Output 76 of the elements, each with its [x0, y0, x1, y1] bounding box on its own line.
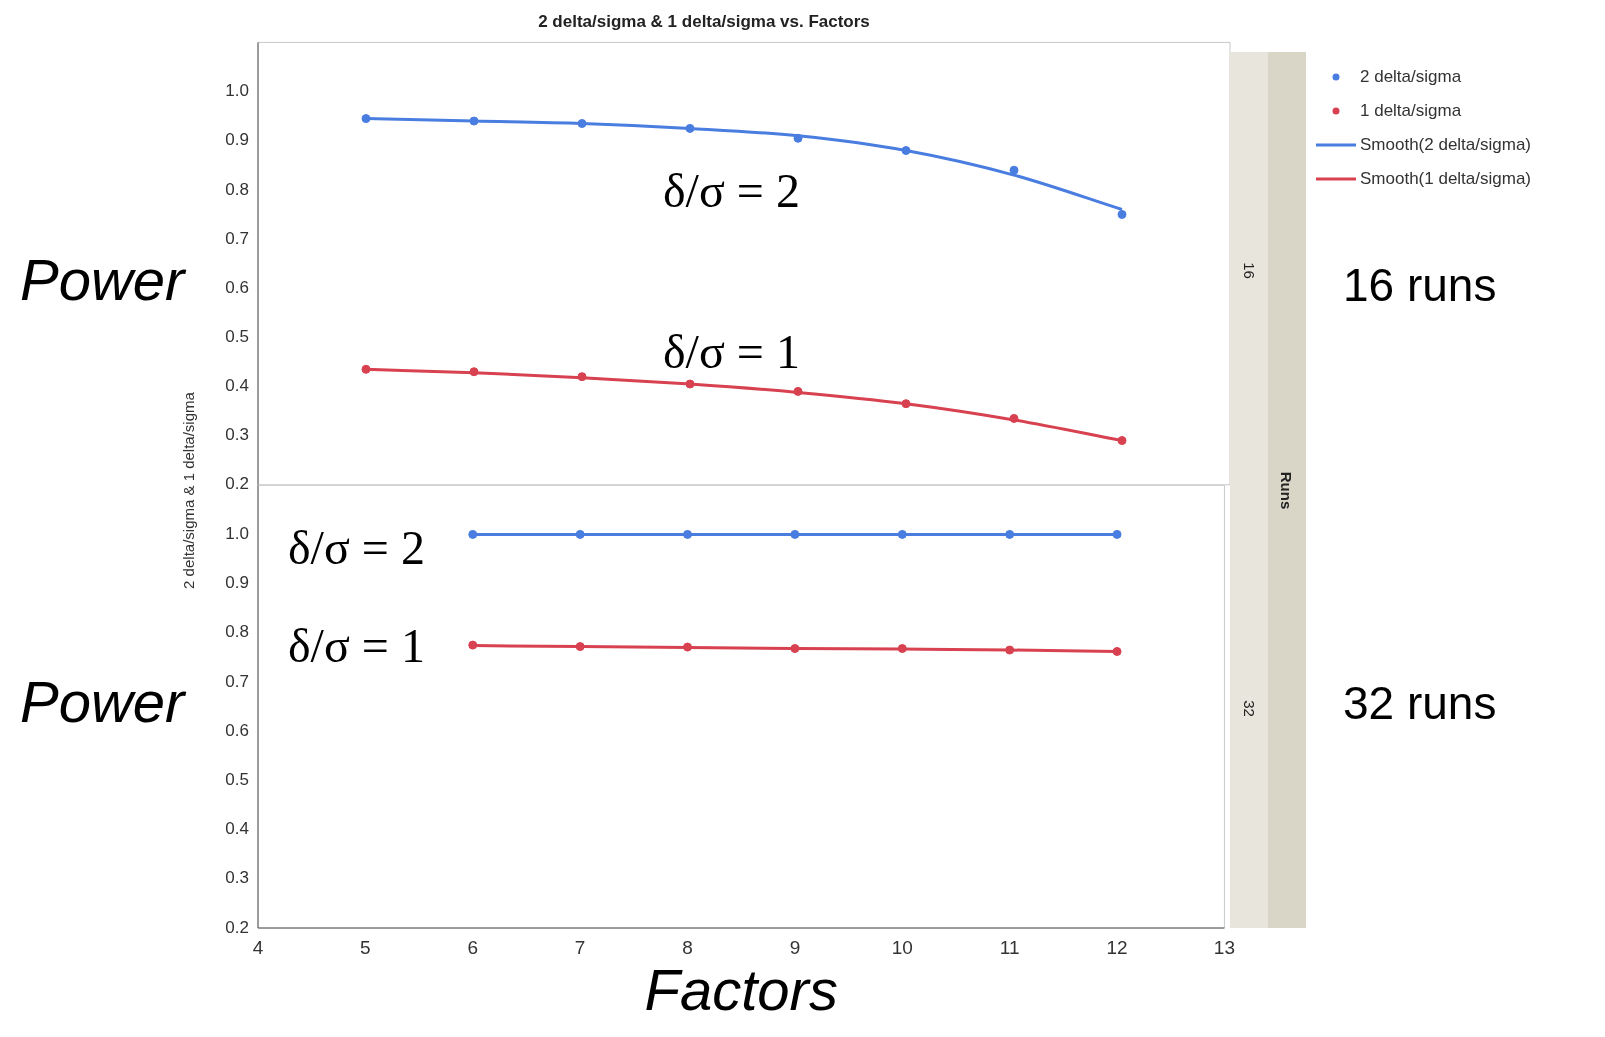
chart-title: 2 delta/sigma & 1 delta/sigma vs. Factors — [538, 11, 870, 31]
point — [361, 114, 371, 124]
x-tick-label: 9 — [789, 936, 801, 958]
text: 16 — [1240, 262, 1258, 279]
y-tick-label: 0.4 — [225, 376, 249, 396]
y-tick-label: 0.7 — [225, 228, 249, 248]
point — [901, 399, 911, 409]
x-tick-label: 6 — [467, 936, 479, 958]
y-tick-label: 0.9 — [225, 130, 249, 150]
text: Runs — [1278, 471, 1296, 509]
point — [469, 116, 479, 126]
x-tick-label: 12 — [1106, 936, 1128, 958]
point — [469, 367, 479, 377]
y-tick-label: 1.0 — [225, 81, 249, 101]
point — [790, 529, 800, 539]
point — [1117, 436, 1127, 446]
point — [1112, 529, 1122, 539]
point — [901, 146, 911, 156]
y-tick-label: 0.5 — [225, 770, 249, 790]
legend-label: Smooth(1 delta/sigma) — [1360, 169, 1532, 189]
y-tick-label: 0.8 — [225, 179, 249, 199]
point — [685, 379, 695, 389]
x-axis-title: Factors — [644, 957, 838, 1023]
y-tick-label: 0.2 — [225, 474, 249, 494]
x-tick-label: 5 — [360, 936, 371, 958]
point — [1112, 647, 1122, 656]
point — [793, 386, 803, 396]
y-tick-label: 1.0 — [225, 524, 249, 544]
annotation: δ/σ = 2 — [663, 163, 800, 218]
point — [897, 529, 907, 539]
point — [793, 133, 803, 143]
y-tick-label: 0.5 — [225, 327, 249, 347]
text: 32 — [1240, 700, 1258, 717]
text: Power — [20, 668, 185, 735]
point — [685, 123, 695, 133]
y-tick-label: 0.2 — [225, 917, 249, 937]
point — [1117, 209, 1127, 219]
point — [1009, 413, 1019, 423]
point — [575, 642, 585, 652]
x-tick-label: 10 — [891, 936, 913, 958]
point — [897, 644, 907, 654]
x-tick-label: 4 — [252, 936, 264, 958]
point — [1005, 529, 1015, 539]
annotation: δ/σ = 1 — [288, 618, 425, 673]
y-tick-label: 0.6 — [225, 720, 249, 740]
y-tick-label: 0.3 — [225, 425, 249, 445]
x-tick-label: 8 — [682, 936, 693, 958]
point — [577, 119, 587, 129]
y-axis-title: 2 delta/sigma & 1 delta/sigma — [179, 391, 197, 589]
point — [575, 529, 585, 539]
y-tick-label: 0.8 — [225, 622, 249, 642]
y-tick-label: 0.6 — [225, 277, 249, 297]
text: 32 runs — [1343, 676, 1497, 730]
point — [361, 364, 371, 374]
x-tick-label: 13 — [1213, 936, 1235, 958]
y-tick-label: 0.4 — [225, 819, 249, 839]
annotation: δ/σ = 2 — [288, 520, 425, 575]
y-tick-label: 0.9 — [225, 573, 249, 593]
legend-label: Smooth(2 delta/sigma) — [1360, 135, 1532, 155]
point — [683, 642, 693, 652]
x-tick-label: 11 — [999, 936, 1020, 958]
point — [577, 372, 587, 382]
text: Power — [20, 246, 185, 313]
legend-label: 1 delta/sigma — [1360, 101, 1462, 121]
point — [1005, 645, 1015, 655]
point — [468, 640, 478, 650]
point — [790, 644, 800, 654]
annotation: δ/σ = 1 — [663, 324, 800, 379]
text: 16 runs — [1343, 258, 1497, 312]
point — [1009, 165, 1019, 175]
y-tick-label: 0.3 — [225, 868, 249, 888]
legend-label: 2 delta/sigma — [1360, 67, 1462, 87]
point — [468, 529, 478, 539]
x-tick-label: 7 — [574, 936, 586, 958]
point — [683, 529, 693, 539]
y-tick-label: 0.7 — [225, 671, 249, 691]
